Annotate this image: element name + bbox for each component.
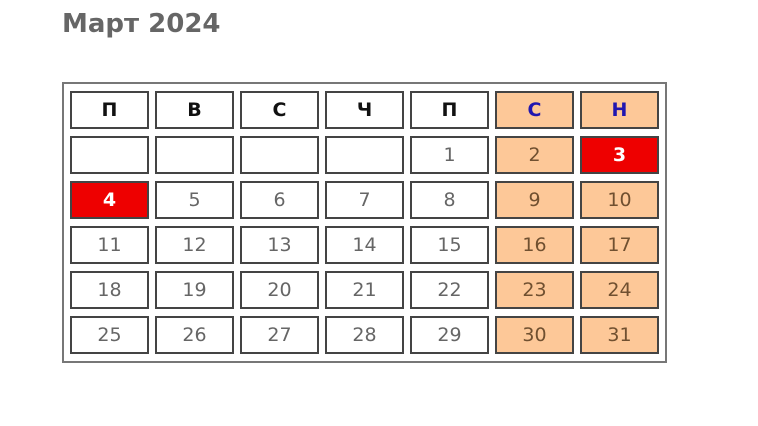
day-cell[interactable]: 11: [70, 226, 149, 264]
day-cell[interactable]: 22: [410, 271, 489, 309]
week-row: 25 26 27 28 29 30 31: [70, 316, 659, 354]
empty-cell: [155, 136, 234, 174]
day-cell[interactable]: 26: [155, 316, 234, 354]
day-cell[interactable]: 28: [325, 316, 404, 354]
day-cell[interactable]: 17: [580, 226, 659, 264]
day-cell[interactable]: 12: [155, 226, 234, 264]
day-cell[interactable]: 30: [495, 316, 574, 354]
day-cell[interactable]: 10: [580, 181, 659, 219]
day-cell[interactable]: 1: [410, 136, 489, 174]
day-cell[interactable]: 29: [410, 316, 489, 354]
day-cell[interactable]: 9: [495, 181, 574, 219]
day-cell[interactable]: 31: [580, 316, 659, 354]
weekday-header: П: [70, 91, 149, 129]
day-cell[interactable]: 20: [240, 271, 319, 309]
day-cell[interactable]: 13: [240, 226, 319, 264]
day-cell[interactable]: 21: [325, 271, 404, 309]
week-row: 4 5 6 7 8 9 10: [70, 181, 659, 219]
day-cell[interactable]: 7: [325, 181, 404, 219]
day-cell[interactable]: 6: [240, 181, 319, 219]
weekday-header: С: [240, 91, 319, 129]
day-cell[interactable]: 2: [495, 136, 574, 174]
empty-cell: [70, 136, 149, 174]
empty-cell: [325, 136, 404, 174]
day-cell[interactable]: 5: [155, 181, 234, 219]
calendar-grid: П В С Ч П С Н 1 2 3 4 5 6 7 8 9 10 11 12 13 14 15 16 17 18 19 20 21…: [62, 82, 667, 363]
day-cell[interactable]: 3: [580, 136, 659, 174]
day-cell[interactable]: 18: [70, 271, 149, 309]
weekday-header: П: [410, 91, 489, 129]
day-cell[interactable]: 24: [580, 271, 659, 309]
month-title: Март 2024: [62, 9, 221, 39]
day-cell[interactable]: 27: [240, 316, 319, 354]
day-cell[interactable]: 19: [155, 271, 234, 309]
day-cell[interactable]: 16: [495, 226, 574, 264]
day-cell[interactable]: 23: [495, 271, 574, 309]
day-cell[interactable]: 4: [70, 181, 149, 219]
weekday-header: С: [495, 91, 574, 129]
weekday-header: В: [155, 91, 234, 129]
day-cell[interactable]: 14: [325, 226, 404, 264]
week-row: 18 19 20 21 22 23 24: [70, 271, 659, 309]
day-cell[interactable]: 25: [70, 316, 149, 354]
week-row: 11 12 13 14 15 16 17: [70, 226, 659, 264]
weekday-header: Ч: [325, 91, 404, 129]
empty-cell: [240, 136, 319, 174]
day-cell[interactable]: 15: [410, 226, 489, 264]
weekday-header: Н: [580, 91, 659, 129]
day-cell[interactable]: 8: [410, 181, 489, 219]
